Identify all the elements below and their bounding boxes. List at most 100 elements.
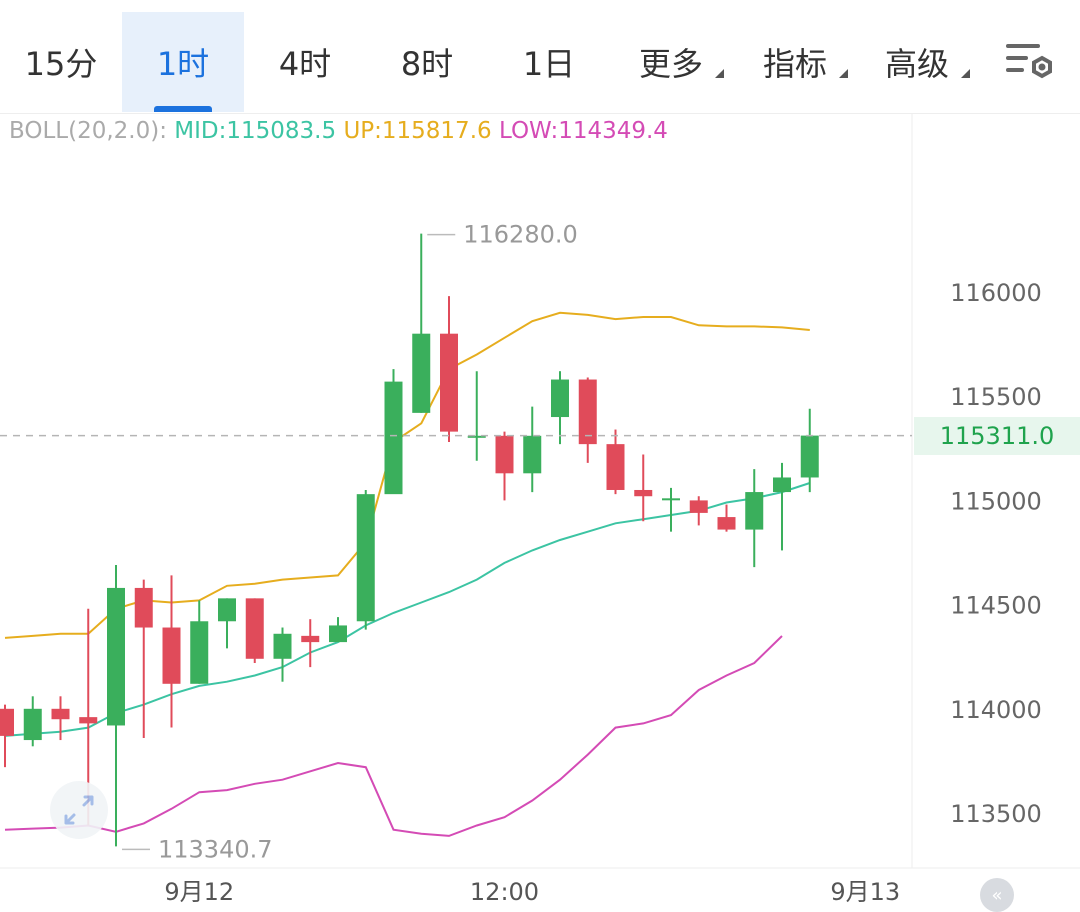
time-tick-label: 9月13 [830, 878, 900, 905]
tab-2[interactable]: 4时 [244, 12, 366, 112]
candle [0, 704, 14, 768]
candle-body [606, 444, 625, 490]
candle-body [495, 435, 514, 474]
price-tick-label: 114500 [950, 592, 1042, 620]
expand-chart-button[interactable] [50, 781, 108, 839]
current-price-tag: 115311.0 [914, 416, 1080, 455]
tab-label: 指标 [762, 45, 827, 83]
candle-body [23, 708, 42, 741]
boll-low-value: LOW:114349.4 [498, 118, 668, 144]
candle-body [218, 598, 236, 622]
candle-body [412, 333, 431, 413]
low-annotation: 113340.7 [158, 835, 273, 863]
candle-body [134, 587, 153, 628]
tab-label: 1日 [522, 45, 576, 83]
tab-7[interactable]: 高级 [856, 12, 978, 112]
boll-up-value: UP:115817.6 [343, 118, 492, 144]
candle [495, 431, 514, 501]
time-tick-label: 12:00 [470, 878, 539, 905]
scroll-to-latest-button[interactable]: « [980, 878, 1014, 912]
expand-icon [64, 795, 94, 825]
candle-body [689, 500, 708, 513]
chart-settings-icon[interactable] [1004, 40, 1056, 84]
candle-body [190, 621, 209, 684]
candle [412, 233, 431, 413]
candle-body [51, 708, 70, 720]
candle-body [356, 494, 375, 622]
time-axis: 9月12 12:00 9月13 [164, 878, 900, 905]
candle [551, 371, 569, 445]
candle-body [467, 435, 486, 438]
candle [356, 489, 375, 630]
band-line-mid [4, 482, 811, 737]
tab-label: 1时 [156, 45, 210, 83]
candle [523, 406, 542, 493]
collapse-chevron-icon: « [991, 884, 1003, 906]
candle-body [273, 633, 292, 659]
candle [689, 496, 708, 526]
candles [0, 233, 819, 847]
boll-bands [4, 311, 811, 837]
candle [662, 487, 680, 532]
active-tab-indicator [154, 106, 212, 112]
tab-label: 更多 [638, 45, 703, 83]
price-tick-label: 115500 [950, 383, 1042, 411]
price-axis: 116000 115500 115000 114500 114000 113500 [950, 279, 1042, 828]
tab-4[interactable]: 1日 [488, 12, 610, 112]
extreme-annotations: 116280.0 113340.7 [122, 221, 578, 863]
candle [800, 408, 819, 493]
candle [190, 600, 209, 684]
candle [134, 579, 153, 738]
tab-6[interactable]: 指标 [734, 12, 856, 112]
band-line-low [4, 635, 783, 837]
candle-body [107, 587, 125, 726]
candle-body [523, 435, 542, 474]
dropdown-caret-icon [715, 69, 724, 78]
candle-body [384, 381, 403, 495]
candle-body [162, 627, 181, 684]
candle [329, 617, 347, 643]
boll-label: BOLL(20,2.0): [9, 118, 167, 144]
price-tick-label: 114000 [950, 696, 1042, 724]
candle-body [773, 477, 791, 493]
candle [107, 565, 125, 847]
header-divider [0, 113, 1080, 114]
tab-0[interactable]: 15分 [0, 12, 122, 112]
candle-body [800, 435, 819, 478]
interval-tab-bar: 15分 1时 4时 8时 1日 更多 指标 高级 [0, 0, 1080, 113]
candle-body [634, 489, 653, 497]
tab-1[interactable]: 1时 [122, 12, 244, 112]
boll-indicator-readout: BOLL(20,2.0): MID:115083.5 UP:115817.6 L… [9, 118, 668, 144]
candle [606, 429, 625, 495]
candle-body [245, 598, 264, 659]
tab-label: 4时 [278, 45, 332, 83]
candle [23, 696, 42, 747]
band-line-up [4, 311, 810, 639]
tab-3[interactable]: 8时 [366, 12, 488, 112]
candle-body [440, 333, 458, 432]
candle-body [717, 517, 736, 530]
candle [301, 619, 320, 668]
candle-body [551, 379, 569, 418]
candle [162, 575, 181, 728]
tab-label: 8时 [400, 45, 454, 83]
candle [634, 454, 653, 522]
candle [245, 598, 264, 663]
time-tick-label: 9月12 [164, 878, 234, 905]
high-annotation: 116280.0 [463, 221, 578, 249]
price-tick-label: 115000 [950, 487, 1042, 515]
candle-body [79, 717, 98, 724]
candle [440, 296, 458, 443]
candle-body [329, 625, 347, 643]
price-tick-label: 116000 [950, 279, 1042, 307]
candle-body [745, 492, 764, 530]
candle [717, 504, 736, 532]
tab-5[interactable]: 更多 [610, 12, 732, 112]
candle [384, 369, 403, 495]
candle [51, 696, 70, 741]
candle [467, 371, 486, 461]
candle [218, 598, 236, 649]
candle-body [301, 635, 320, 643]
price-tick-label: 113500 [950, 800, 1042, 828]
